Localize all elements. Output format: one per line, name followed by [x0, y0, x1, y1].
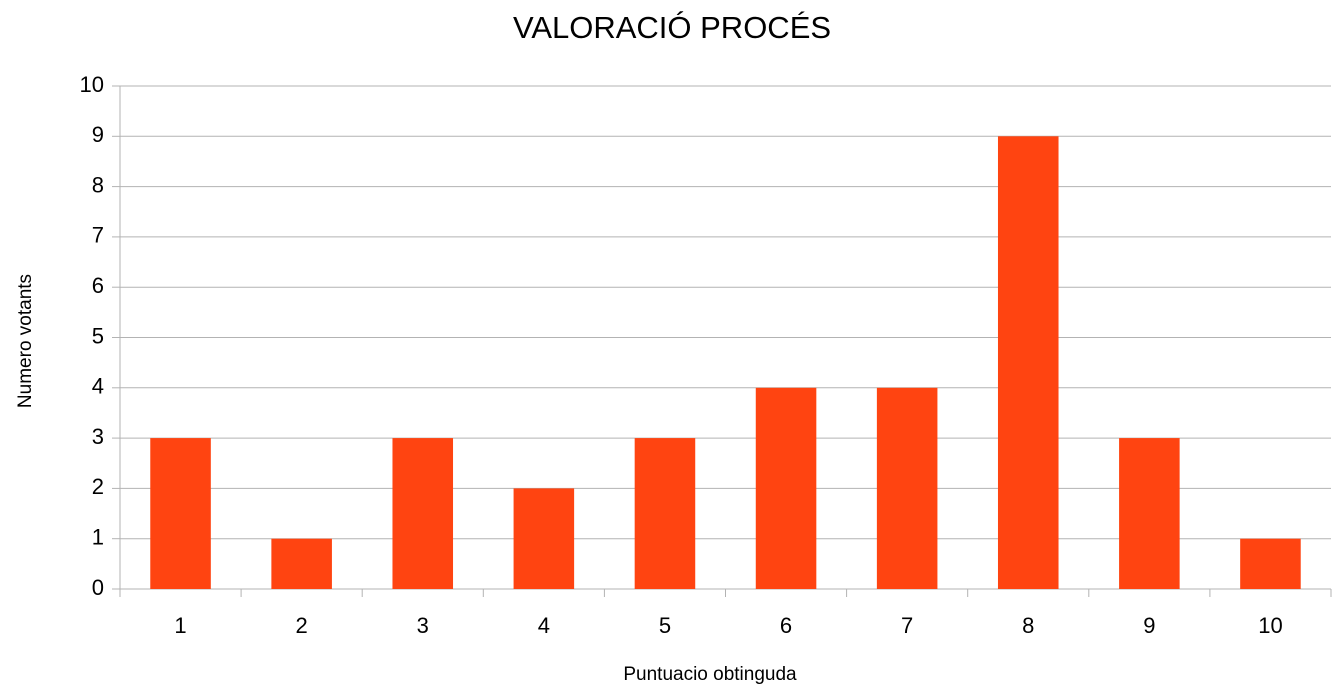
bar [271, 538, 332, 589]
x-tick-label: 9 [1143, 613, 1155, 638]
y-tick-label: 4 [92, 374, 104, 399]
bar [755, 387, 817, 589]
x-tick-label: 8 [1022, 613, 1034, 638]
x-axis-title: Puntuacio obtinguda [623, 664, 797, 685]
x-tick-label: 4 [538, 613, 550, 638]
x-tick-label: 1 [174, 613, 186, 638]
bar [150, 438, 211, 589]
y-tick-label: 1 [92, 525, 104, 550]
y-tick-label: 9 [92, 122, 104, 147]
y-tick-label: 0 [92, 575, 104, 600]
y-tick-label: 5 [92, 323, 104, 348]
y-tick-label: 2 [92, 474, 104, 499]
y-tick-label: 3 [92, 424, 104, 449]
chart-title: VALORACIÓ PROCÉS [513, 10, 831, 45]
bar [997, 136, 1059, 590]
bar [876, 387, 938, 589]
y-tick-label: 7 [92, 223, 104, 248]
bar [634, 438, 696, 589]
bar [1240, 538, 1301, 589]
x-tick-label: 6 [780, 613, 792, 638]
bar [513, 488, 575, 589]
bar [1119, 438, 1180, 589]
y-tick-label: 6 [92, 273, 104, 298]
y-tick-label: 8 [92, 172, 104, 197]
x-tick-label: 10 [1258, 613, 1282, 638]
x-tick-label: 2 [296, 613, 308, 638]
x-tick-label: 3 [417, 613, 429, 638]
y-tick-label: 10 [80, 72, 104, 97]
y-axis-title: Numero votants [15, 274, 36, 408]
bar [392, 438, 454, 589]
x-tick-label: 7 [901, 613, 913, 638]
x-tick-label: 5 [659, 613, 671, 638]
